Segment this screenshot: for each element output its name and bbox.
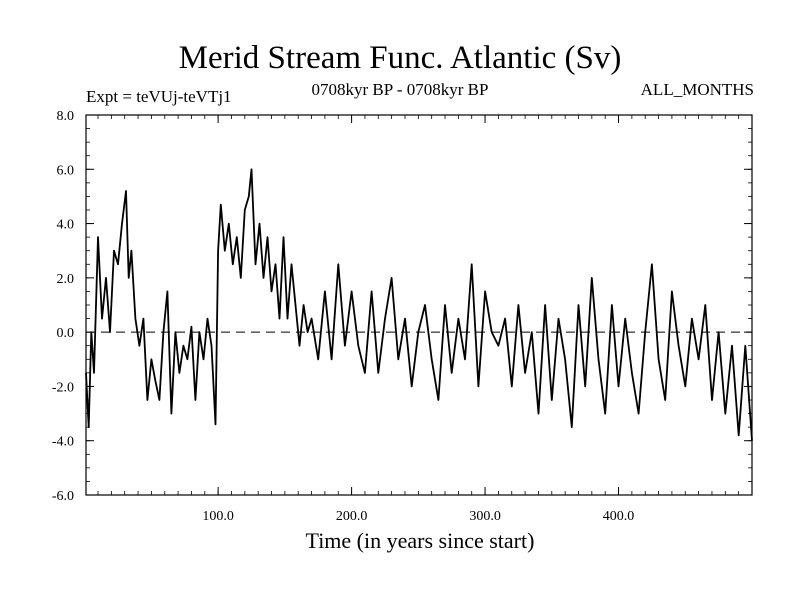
- y-tick-label: -4.0: [52, 435, 74, 450]
- x-tick-label: 200.0: [336, 509, 368, 524]
- y-tick-label: 2.0: [57, 272, 75, 287]
- x-tick-label: 100.0: [202, 509, 234, 524]
- y-tick-label: 8.0: [57, 109, 75, 124]
- y-tick-label: -6.0: [52, 489, 74, 504]
- period-label: 0708kyr BP - 0708kyr BP: [311, 80, 489, 99]
- plot-frame: [85, 114, 753, 496]
- x-axis-label: Time (in years since start): [305, 528, 535, 553]
- experiment-label: Expt = teVUj-teVTj1: [86, 87, 232, 106]
- y-tick-label: 4.0: [57, 218, 75, 233]
- axis-ticks: [86, 114, 752, 496]
- y-tick-label: 0.0: [57, 326, 75, 341]
- y-tick-label: -2.0: [52, 380, 74, 395]
- chart-title: Merid Stream Func. Atlantic (Sv): [178, 40, 622, 76]
- x-tick-label: 400.0: [603, 509, 635, 524]
- series-line: [85, 168, 753, 441]
- y-tick-label: 6.0: [57, 163, 75, 178]
- x-tick-label: 300.0: [469, 509, 501, 524]
- months-label: ALL_MONTHS: [640, 80, 754, 99]
